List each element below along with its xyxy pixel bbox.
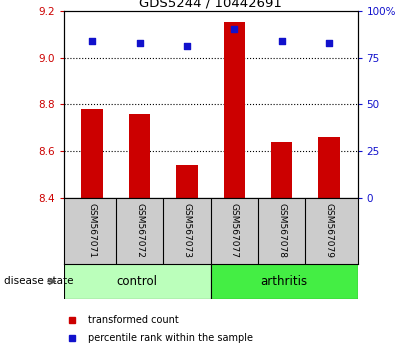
Bar [81, 109, 103, 198]
Title: GDS5244 / 10442691: GDS5244 / 10442691 [139, 0, 282, 10]
Text: transformed count: transformed count [88, 315, 179, 325]
Bar [211, 264, 358, 299]
Bar [224, 22, 245, 198]
Point [326, 40, 332, 45]
Text: GSM567073: GSM567073 [182, 204, 192, 258]
Text: GSM567079: GSM567079 [325, 204, 334, 258]
Bar [64, 264, 211, 299]
Point [89, 38, 95, 44]
Text: GSM567071: GSM567071 [88, 204, 97, 258]
Point [136, 40, 143, 45]
Text: disease state: disease state [4, 276, 74, 286]
Text: control: control [117, 275, 158, 288]
Text: GSM567078: GSM567078 [277, 204, 286, 258]
Text: percentile rank within the sample: percentile rank within the sample [88, 333, 253, 343]
Text: GSM567072: GSM567072 [135, 204, 144, 258]
Point [278, 38, 285, 44]
Text: arthritis: arthritis [261, 275, 308, 288]
Point [231, 27, 238, 32]
Bar [319, 137, 340, 198]
Bar [129, 114, 150, 198]
Point [184, 44, 190, 49]
Text: GSM567077: GSM567077 [230, 204, 239, 258]
Bar [271, 142, 292, 198]
Bar [176, 165, 198, 198]
